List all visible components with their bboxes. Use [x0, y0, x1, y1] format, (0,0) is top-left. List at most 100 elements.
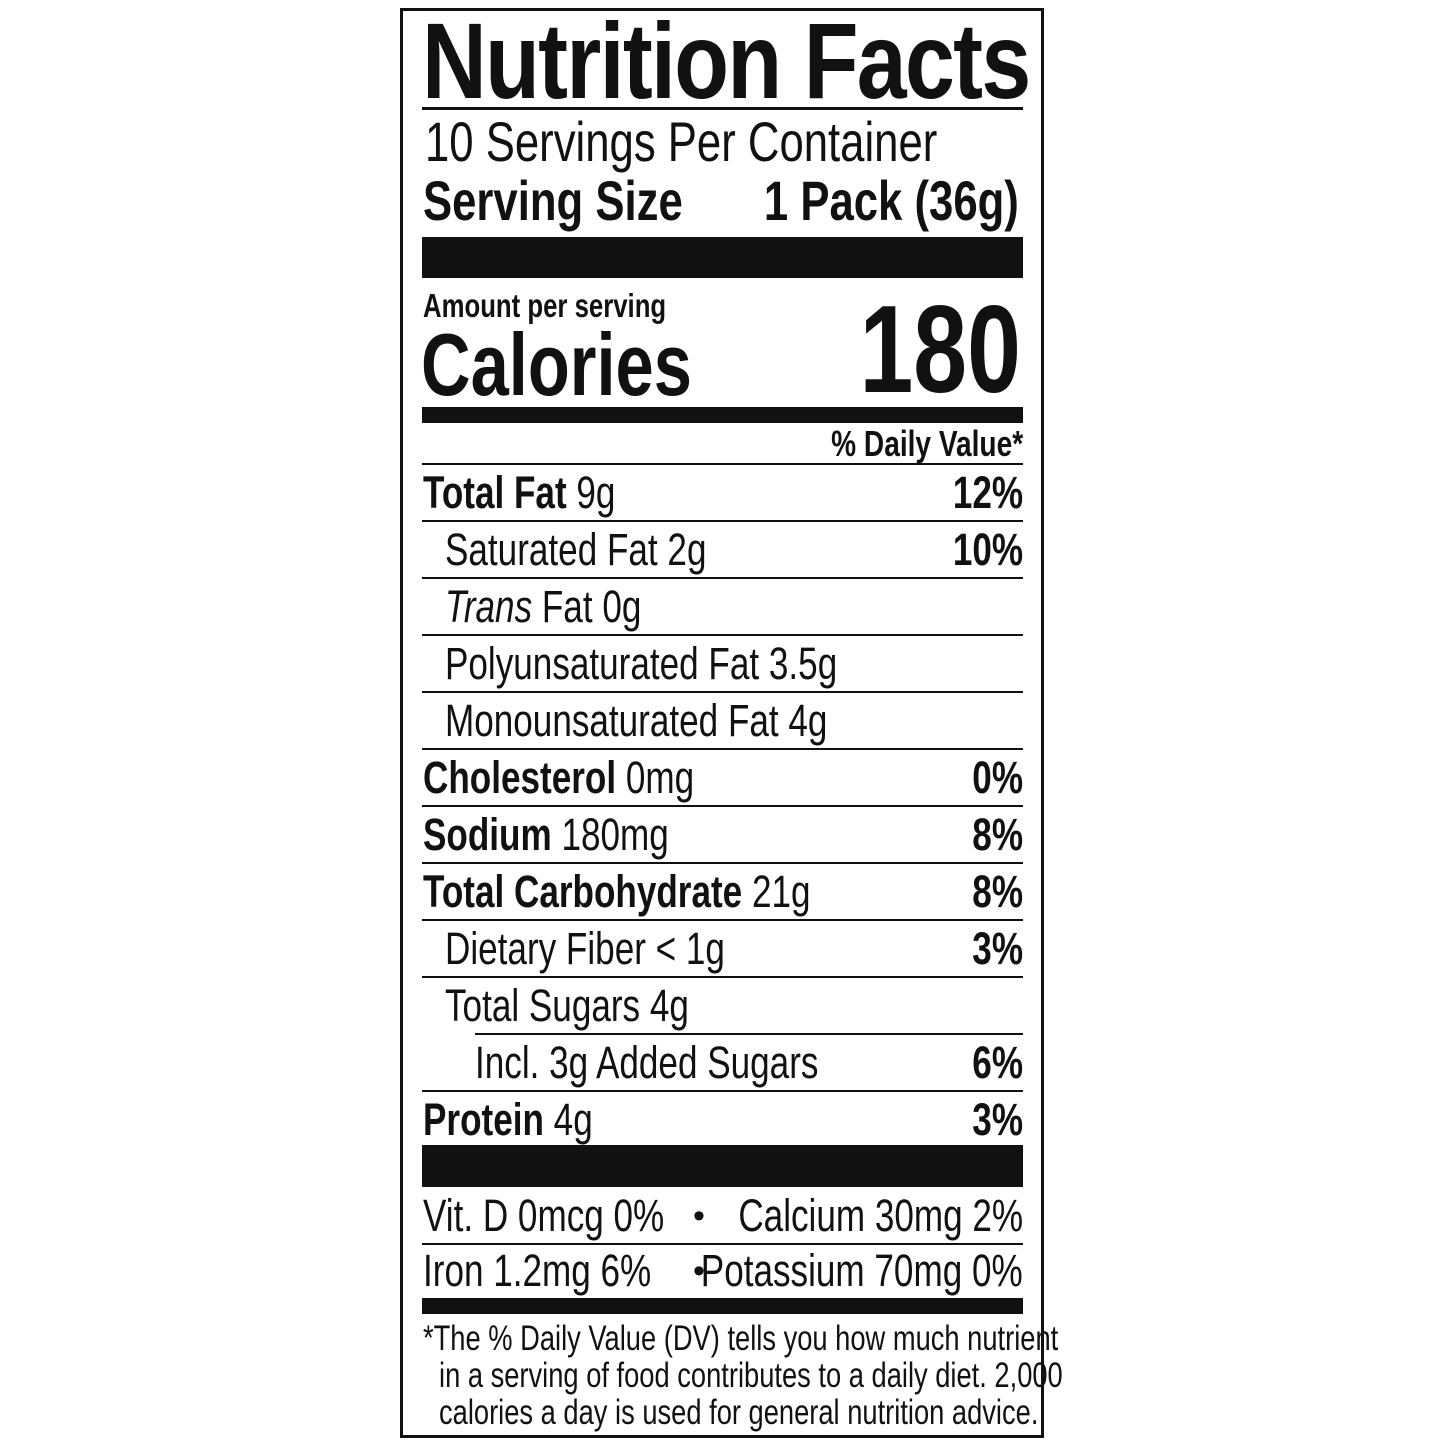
nutrient-amount: 180mg	[551, 809, 669, 860]
nutrient-row: Total Sugars 4g	[445, 980, 689, 1032]
divider	[422, 634, 1023, 636]
serving-size-value-text: 1 Pack (36g)	[764, 169, 1019, 232]
divider	[422, 805, 1023, 807]
footnote-text: *The % Daily Value (DV) tells you how mu…	[423, 1319, 1059, 1358]
divider	[422, 919, 1023, 921]
divider	[422, 691, 1023, 693]
nutrient-amount: 2g	[657, 524, 707, 575]
serving-size-label: Serving Size	[423, 173, 683, 229]
footnote-text: calories a day is used for general nutri…	[439, 1393, 1039, 1432]
daily-value-text: 12%	[952, 467, 1023, 518]
nutrient-daily-value: 3%	[972, 1094, 1023, 1146]
nutrient-daily-value: 8%	[972, 809, 1023, 861]
vitamin-left: Iron 1.2mg 6%	[423, 1246, 651, 1296]
vitamin-text: Potassium 70mg 0%	[701, 1245, 1023, 1296]
nutrient-amount: 9g	[566, 467, 616, 518]
daily-value-text: 0%	[972, 752, 1023, 803]
nutrient-name: Total Sugars	[445, 980, 641, 1031]
nutrient-row: Cholesterol 0mg	[423, 752, 694, 804]
nutrient-row: Polyunsaturated Fat 3.5g	[445, 638, 837, 690]
nutrient-row: Total Carbohydrate 21g	[423, 866, 811, 918]
nutrient-name: Dietary Fiber	[445, 923, 646, 974]
nutrient-daily-value: 10%	[953, 524, 1023, 576]
daily-value-header-text: % Daily Value*	[831, 423, 1023, 464]
nutrient-name: Total Carbohydrate	[423, 866, 743, 917]
calories-value: 180	[860, 288, 1021, 412]
nutrient-daily-value: 6%	[972, 1037, 1023, 1089]
amount-per-serving-text: Amount per serving	[423, 287, 667, 324]
nutrient-daily-value: 8%	[972, 866, 1023, 918]
nutrient-amount: 0g	[592, 581, 642, 632]
nutrient-row: Total Fat 9g	[423, 467, 615, 519]
amount-per-serving: Amount per serving	[423, 289, 666, 322]
calories-label: Calories	[421, 321, 692, 409]
divider	[422, 1090, 1023, 1092]
nutrient-name: Incl. 3g Added Sugars	[475, 1037, 819, 1088]
thick-divider	[422, 1145, 1023, 1187]
medium-divider	[422, 1298, 1023, 1314]
nutrient-amount: 4g	[543, 1094, 593, 1145]
nutrient-name: Polyunsaturated Fat	[445, 638, 760, 689]
footnote-line: *The % Daily Value (DV) tells you how mu…	[423, 1321, 1058, 1356]
nutrient-row: Protein 4g	[423, 1094, 593, 1146]
vitamin-text: Calcium 30mg 2%	[738, 1190, 1023, 1241]
vitamin-right: Calcium 30mg 2%	[738, 1191, 1023, 1241]
nutrient-name-suffix: Fat	[532, 581, 593, 632]
nutrient-name: Cholesterol	[423, 752, 617, 803]
nutrient-row: Incl. 3g Added Sugars	[475, 1037, 818, 1089]
daily-value-text: 8%	[972, 809, 1023, 860]
nutrient-amount: 0mg	[616, 752, 695, 803]
nutrient-name: Protein	[423, 1094, 544, 1145]
nutrient-row: Saturated Fat 2g	[445, 524, 706, 576]
divider	[422, 520, 1023, 522]
nutrition-facts-label: Nutrition Facts 10 Servings Per Containe…	[400, 7, 1063, 1438]
nutrient-name: Total Fat	[423, 467, 567, 518]
nutrient-name: Saturated Fat	[445, 524, 658, 575]
divider	[422, 976, 1023, 978]
divider	[422, 748, 1023, 750]
calories-label-text: Calories	[421, 315, 692, 414]
footnote-line: in a serving of food contributes to a da…	[439, 1358, 1063, 1393]
nutrient-daily-value: 3%	[972, 923, 1023, 975]
nutrient-row: Trans Fat 0g	[445, 581, 641, 633]
serving-size-value: 1 Pack (36g)	[764, 173, 1019, 229]
daily-value-text: 3%	[972, 1094, 1023, 1145]
nutrient-name: Trans	[445, 581, 533, 632]
servings-per-container: 10 Servings Per Container	[425, 114, 937, 170]
divider	[422, 107, 1023, 110]
nutrient-row: Monounsaturated Fat 4g	[445, 695, 827, 747]
daily-value-text: 10%	[952, 524, 1023, 575]
nutrient-row: Dietary Fiber < 1g	[445, 923, 725, 975]
daily-value-text: 6%	[972, 1037, 1023, 1088]
divider	[422, 577, 1023, 579]
nutrient-amount: 4g	[640, 980, 689, 1031]
serving-size-label-text: Serving Size	[423, 169, 683, 232]
nutrient-amount: 21g	[742, 866, 811, 917]
vitamin-right: Potassium 70mg 0%	[701, 1246, 1023, 1296]
bullet: •	[693, 1252, 705, 1290]
nutrient-name: Sodium	[423, 809, 552, 860]
footnote-line: calories a day is used for general nutri…	[439, 1395, 1038, 1430]
servings-text: 10 Servings Per Container	[425, 110, 938, 173]
divider	[422, 463, 1023, 465]
divider	[422, 1243, 1023, 1245]
thick-divider	[422, 237, 1023, 278]
nutrient-amount: 3.5g	[759, 638, 838, 689]
divider	[422, 862, 1023, 864]
nutrient-amount: < 1g	[645, 923, 725, 974]
nutrient-row: Sodium 180mg	[423, 809, 669, 861]
vitamin-text: Iron 1.2mg 6%	[423, 1245, 652, 1296]
nutrient-name: Monounsaturated Fat	[445, 695, 779, 746]
label-title: Nutrition Facts	[422, 7, 1031, 115]
footnote-text: in a serving of food contributes to a da…	[439, 1356, 1063, 1395]
daily-value-header: % Daily Value*	[831, 425, 1023, 463]
vitamin-left: Vit. D 0mcg 0%	[423, 1191, 664, 1241]
daily-value-text: 3%	[972, 923, 1023, 974]
title-text: Nutrition Facts	[422, 0, 1031, 121]
nutrient-daily-value: 0%	[972, 752, 1023, 804]
nutrient-amount: 4g	[778, 695, 828, 746]
medium-divider	[422, 407, 1023, 423]
nutrient-daily-value: 12%	[953, 467, 1023, 519]
daily-value-text: 8%	[972, 866, 1023, 917]
calories-value-text: 180	[859, 281, 1021, 419]
